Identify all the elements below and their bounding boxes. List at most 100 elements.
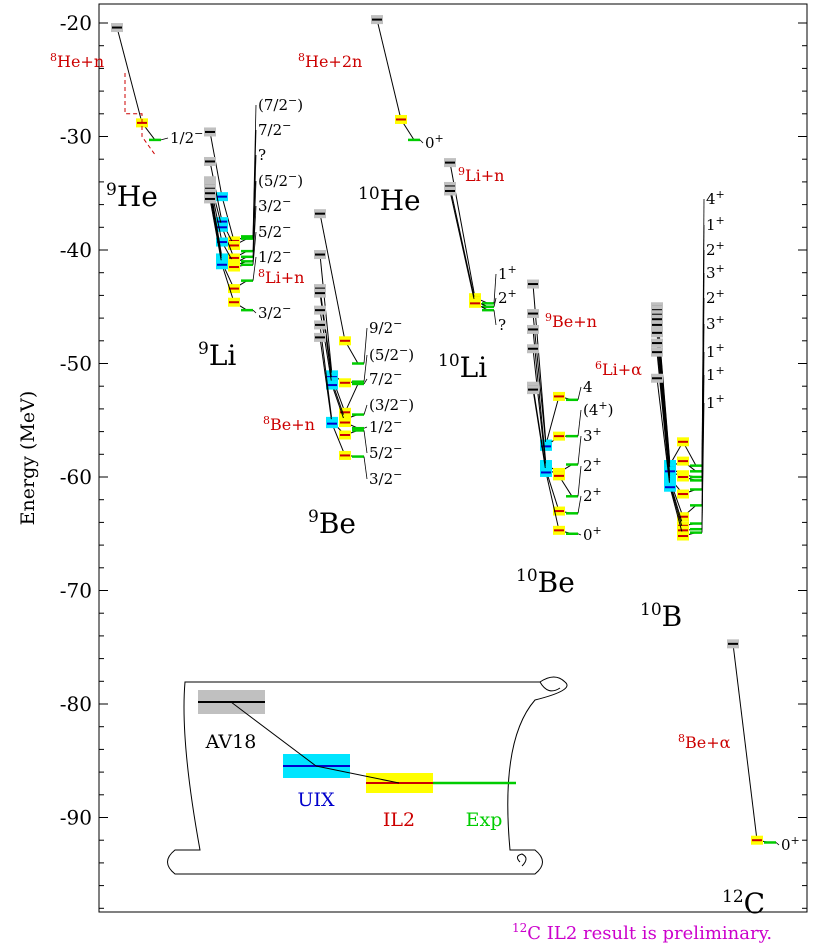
y-tick-label: -50 — [60, 352, 92, 376]
spin-label: 2+ — [583, 455, 602, 475]
connector-line — [209, 198, 223, 265]
spin-label: 2+ — [498, 287, 517, 307]
spin-label: 2+ — [583, 485, 602, 505]
level-be10-1: (4+) — [527, 309, 613, 451]
threshold-be9: 8Be+n — [263, 414, 315, 434]
spin-label: (5/2−) — [369, 344, 414, 364]
label-leader — [775, 842, 780, 846]
y-tick-label: -30 — [60, 125, 92, 149]
label-leader — [160, 137, 169, 141]
connector-line — [319, 288, 333, 378]
y-tick-label: -40 — [60, 238, 92, 262]
connector-line — [319, 337, 333, 424]
connector-line — [344, 383, 359, 413]
level-li9-7: 3/2− — [204, 194, 291, 322]
threshold-li9: 8Li+n — [258, 267, 304, 287]
label-leader — [577, 533, 582, 536]
threshold-line — [124, 72, 156, 155]
level-he9-0: 1/2− — [111, 23, 203, 147]
threshold-he9: 8He+n — [50, 51, 156, 155]
label-leader — [252, 309, 257, 314]
nucleus-name: 12C — [722, 887, 765, 920]
connector-line — [545, 472, 560, 531]
y-axis-label: Energy (MeV) — [17, 391, 39, 526]
y-tick-label: -60 — [60, 465, 92, 489]
spin-label: 1+ — [706, 364, 725, 384]
level-b10-8: 1+ — [651, 373, 725, 541]
spin-label: 7/2− — [258, 119, 291, 139]
spin-label: ? — [258, 146, 266, 164]
plot-frame — [98, 3, 808, 913]
threshold-label: 8He+2n — [298, 51, 362, 71]
spin-label: (7/2−) — [258, 94, 303, 114]
threshold-li10: 9Li+n — [458, 165, 504, 185]
level-be9-6: 3/2− — [314, 332, 402, 488]
y-tick-label: -80 — [60, 692, 92, 716]
connector-line — [331, 384, 346, 423]
spin-label: 1+ — [498, 263, 517, 283]
label-leader — [363, 426, 368, 429]
nucleus-name: 9Li — [198, 339, 236, 372]
label-leader — [252, 256, 257, 281]
threshold-label: 8He+n — [50, 51, 104, 71]
legend-connector — [230, 701, 317, 767]
connector-line — [319, 254, 333, 375]
spin-label: 7/2− — [369, 368, 402, 388]
legend-scroll-curl — [516, 853, 527, 867]
spin-label: 3/2− — [258, 302, 291, 322]
label-leader — [701, 402, 705, 533]
spin-label: 3/2− — [258, 195, 291, 215]
spin-label: 5/2− — [369, 442, 402, 462]
spin-label: (3/2−) — [369, 394, 414, 414]
legend-scroll — [167, 676, 568, 875]
connector-line — [532, 313, 547, 447]
nucleus-c12: 0+ 8Be+α 12C — [678, 639, 800, 920]
connector-line — [221, 264, 235, 303]
nucleus-name: 10Be — [516, 566, 575, 599]
spin-label: ? — [498, 316, 506, 334]
y-tick-label: -20 — [60, 11, 92, 35]
nucleus-b10: 4+ 1+ 2+ 3+ 2+ 3+ 1+ 1+ 1+ 6Li+α 10B — [595, 188, 725, 633]
connector-line — [656, 352, 671, 485]
legend-connector — [315, 765, 400, 784]
legend-label: AV18 — [205, 731, 257, 753]
label-leader — [252, 129, 257, 239]
legend-uix: UIX — [283, 754, 350, 811]
spin-label: 1/2− — [170, 127, 203, 147]
spin-label: 4 — [583, 378, 593, 396]
nucleus-name: 9Be — [308, 507, 356, 540]
spin-label: 0+ — [425, 132, 444, 152]
threshold-label: 9Be+n — [545, 311, 597, 331]
level-li10-1: 2+ — [444, 181, 517, 308]
spin-label: 3+ — [706, 313, 725, 333]
nucleus-name: 10Li — [438, 351, 487, 384]
label-leader — [363, 404, 368, 415]
label-leader — [363, 327, 368, 364]
spin-label: 1+ — [706, 392, 725, 412]
label-leader — [252, 231, 257, 265]
label-leader — [577, 386, 582, 400]
threshold-c12: 8Be+α — [678, 732, 731, 752]
threshold-b10: 6Li+α — [595, 359, 642, 379]
connector-line — [545, 396, 560, 445]
legend-label: Exp — [466, 809, 503, 831]
connector-line — [449, 186, 476, 302]
connector-line — [656, 378, 671, 488]
connector-line — [376, 19, 402, 120]
spin-label: 3+ — [583, 425, 602, 445]
nucleus-li10: 1+ 2+? 9Li+n 10Li — [438, 158, 517, 384]
level-c12-0: 0+ — [727, 639, 800, 854]
y-tick-label: -90 — [60, 806, 92, 830]
spin-label: 5/2− — [258, 221, 291, 241]
label-leader — [363, 354, 368, 382]
nucleus-he10: 0+ 8He+2n 10He — [298, 15, 444, 217]
label-leader — [252, 205, 257, 262]
threshold-label: 8Be+n — [263, 414, 315, 434]
level-li10-2: ? — [444, 186, 506, 334]
label-leader — [493, 297, 497, 307]
spin-label: 9/2− — [369, 317, 402, 337]
spin-label: 2+ — [706, 239, 725, 259]
nucleus-name: 9He — [106, 180, 158, 213]
legend-scroll-curl — [539, 681, 561, 692]
legend-exp: Exp — [433, 781, 516, 831]
